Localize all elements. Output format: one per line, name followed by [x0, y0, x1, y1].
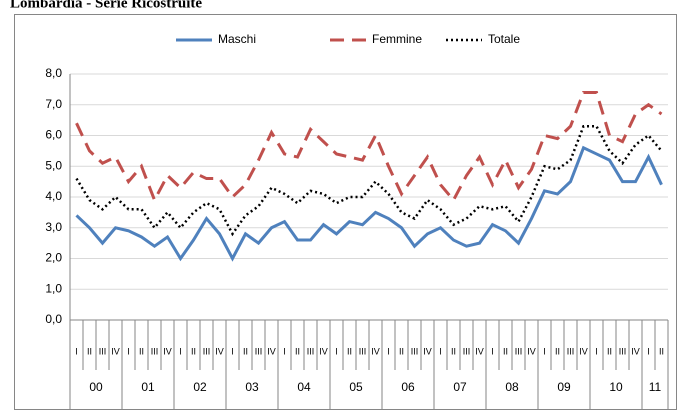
x-tick-label: I: [75, 346, 78, 356]
group-label: 05: [349, 380, 363, 394]
x-tick-label: III: [99, 346, 107, 356]
y-tick-label: 7,0: [45, 97, 62, 111]
x-tick-label: III: [203, 346, 211, 356]
x-tick-label: II: [87, 346, 92, 356]
x-tick-label: I: [543, 346, 546, 356]
legend-label: Maschi: [218, 32, 256, 46]
x-tick-label: II: [659, 346, 664, 356]
group-label: 09: [557, 380, 571, 394]
x-tick-label: IV: [527, 346, 536, 356]
group-label: 06: [401, 380, 415, 394]
y-tick-label: 1,0: [45, 281, 62, 295]
group-label: 00: [89, 380, 103, 394]
x-tick-label: IV: [475, 346, 484, 356]
y-tick-label: 4,0: [45, 189, 62, 203]
x-tick-label: I: [595, 346, 598, 356]
x-tick-label: I: [491, 346, 494, 356]
y-tick-label: 0,0: [45, 312, 62, 326]
x-tick-label: III: [619, 346, 627, 356]
x-tick-label: IV: [111, 346, 120, 356]
x-tick-label: II: [399, 346, 404, 356]
y-tick-label: 2,0: [45, 251, 62, 265]
x-tick-label: III: [411, 346, 419, 356]
series-line: [75, 145, 663, 262]
series-line: [75, 90, 663, 204]
x-tick-label: II: [607, 346, 612, 356]
x-tick-label: IV: [631, 346, 640, 356]
x-tick-label: II: [555, 346, 560, 356]
legend-label: Totale: [488, 32, 520, 46]
x-tick-label: II: [295, 346, 300, 356]
x-tick-label: III: [359, 346, 367, 356]
group-label: 07: [453, 380, 467, 394]
group-label: 04: [297, 380, 311, 394]
x-tick-label: IV: [579, 346, 588, 356]
chart-title: Lombardia - Serie Ricostruite: [10, 0, 202, 11]
x-tick-label: I: [647, 346, 650, 356]
x-tick-label: I: [231, 346, 234, 356]
x-tick-label: III: [307, 346, 315, 356]
x-tick-label: I: [179, 346, 182, 356]
group-label: 02: [193, 380, 207, 394]
group-label: 11: [649, 380, 662, 394]
x-tick-label: IV: [215, 346, 224, 356]
x-tick-label: III: [151, 346, 159, 356]
x-tick-label: II: [243, 346, 248, 356]
y-tick-label: 6,0: [45, 128, 62, 142]
y-tick-label: 3,0: [45, 220, 62, 234]
x-tick-label: I: [335, 346, 338, 356]
group-label: 08: [505, 380, 519, 394]
y-tick-label: 5,0: [45, 158, 62, 172]
x-tick-label: I: [439, 346, 442, 356]
x-tick-label: III: [255, 346, 263, 356]
x-tick-label: I: [127, 346, 130, 356]
x-tick-label: III: [567, 346, 575, 356]
x-tick-label: IV: [371, 346, 380, 356]
x-tick-label: I: [387, 346, 390, 356]
x-tick-label: I: [283, 346, 286, 356]
x-tick-label: II: [503, 346, 508, 356]
x-tick-label: IV: [163, 346, 172, 356]
x-tick-label: IV: [319, 346, 328, 356]
group-label: 03: [245, 380, 259, 394]
x-tick-label: III: [463, 346, 471, 356]
x-tick-label: IV: [423, 346, 432, 356]
x-tick-label: IV: [267, 346, 276, 356]
x-tick-label: III: [515, 346, 523, 356]
x-tick-label: II: [451, 346, 456, 356]
group-label: 10: [609, 380, 623, 394]
legend-label: Femmine: [372, 32, 422, 46]
x-tick-label: II: [191, 346, 196, 356]
x-tick-label: II: [139, 346, 144, 356]
y-tick-label: 8,0: [45, 66, 62, 80]
group-label: 01: [141, 380, 155, 394]
x-tick-label: II: [347, 346, 352, 356]
